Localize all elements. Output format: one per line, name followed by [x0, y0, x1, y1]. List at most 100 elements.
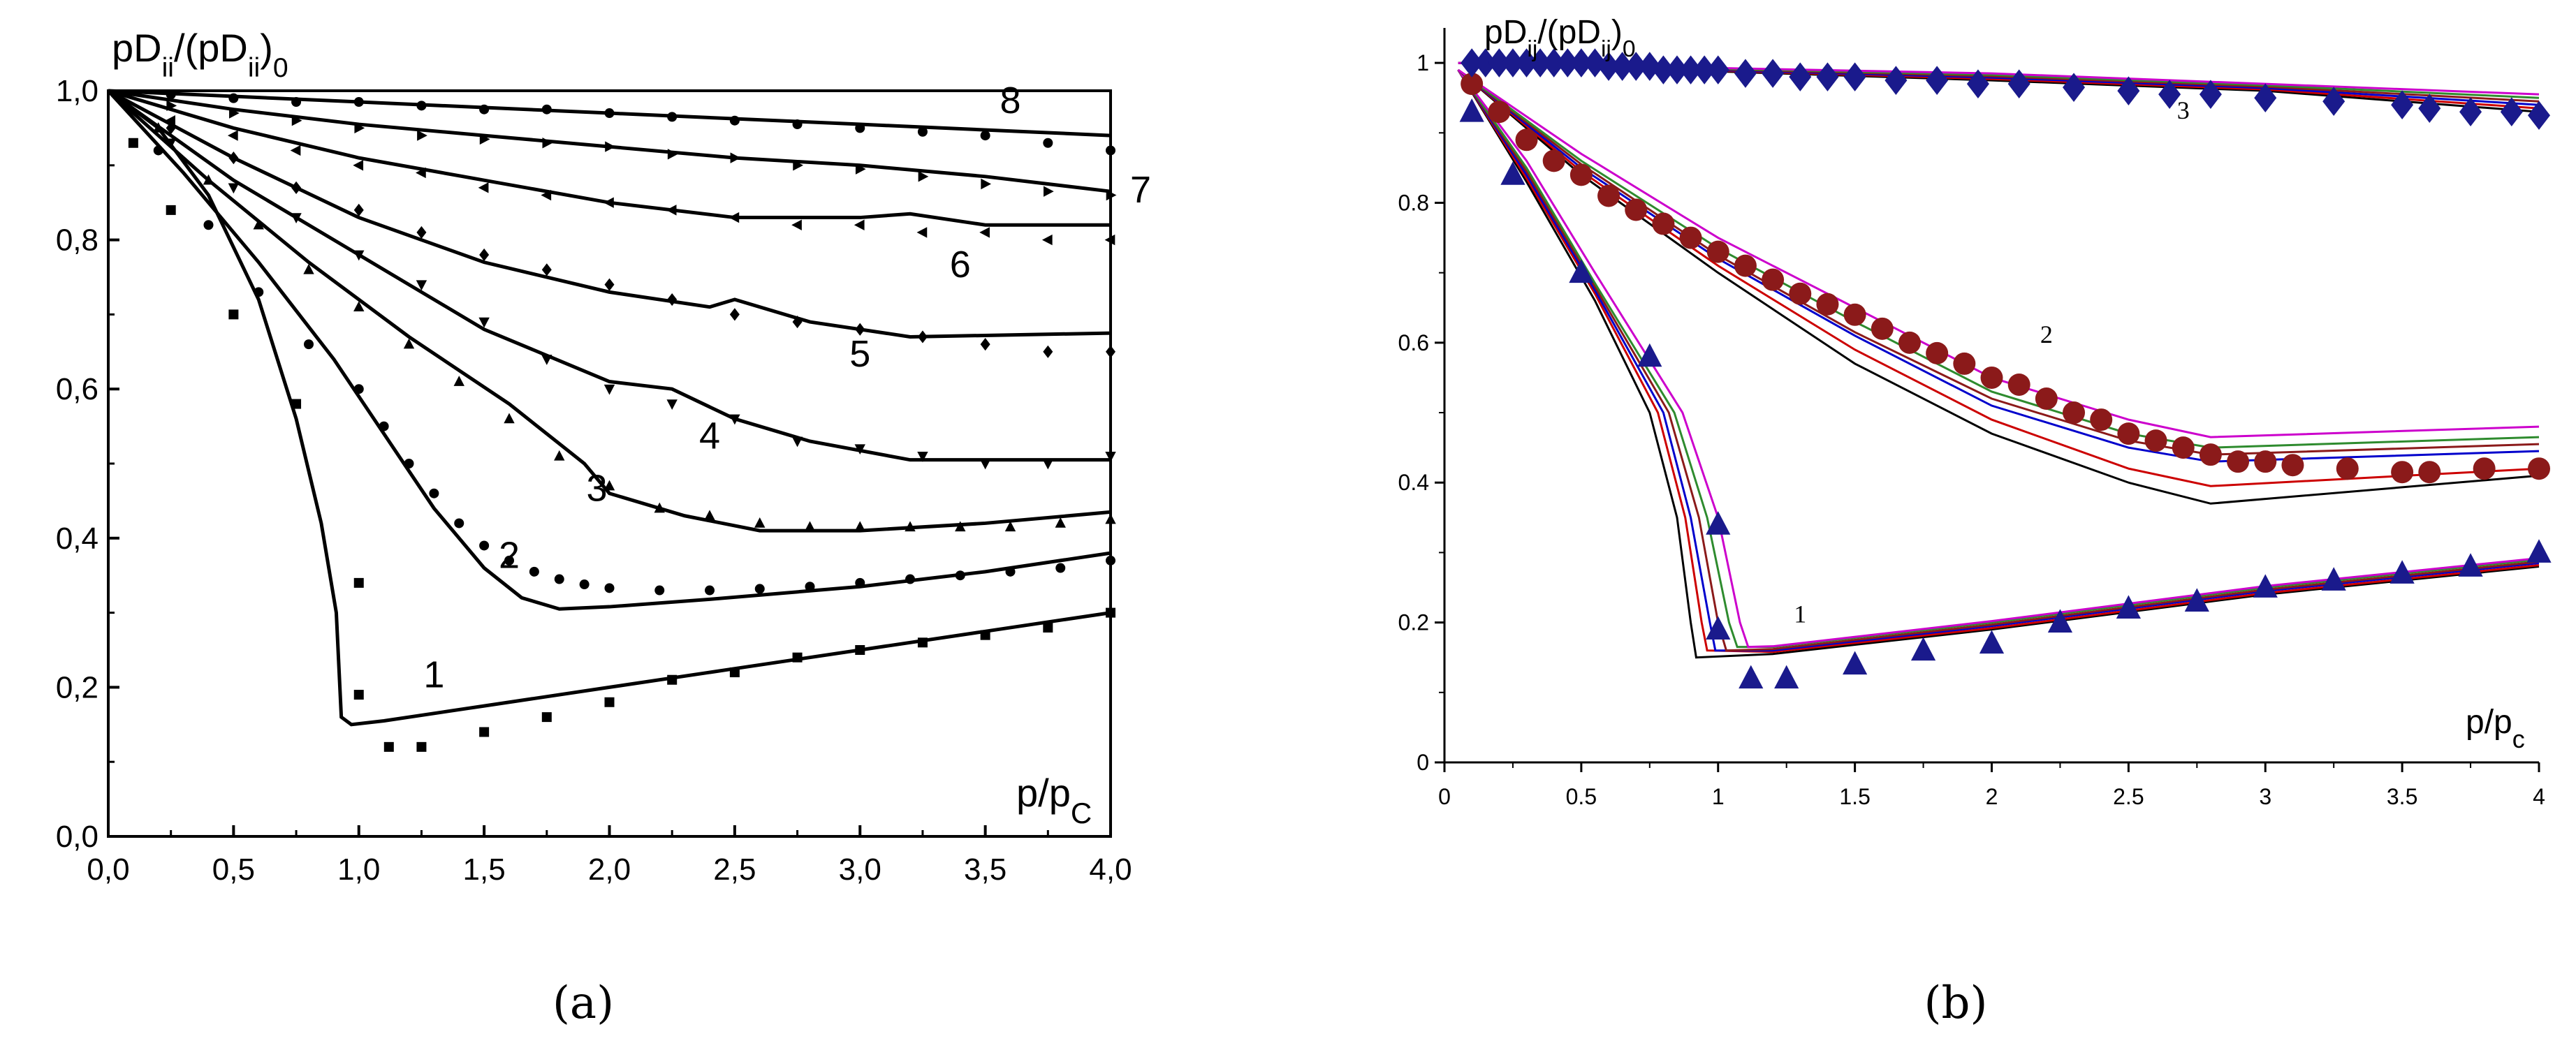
- group-2-point: [2063, 401, 2086, 424]
- panel-b-caption: (b): [1924, 977, 1988, 1029]
- series-3-point: [504, 413, 515, 424]
- series-5-point: [479, 248, 490, 262]
- group-2-point: [2227, 450, 2250, 473]
- group-3-point: [1474, 48, 1497, 77]
- series-5-point: [917, 330, 928, 343]
- series-1-point: [166, 205, 176, 215]
- group-1-point: [1706, 511, 1731, 535]
- group-1-point: [1739, 665, 1764, 689]
- group-2-point: [2336, 457, 2359, 480]
- y-tick-label: 0,0: [56, 820, 98, 854]
- x-tick-label: 2,0: [588, 852, 631, 887]
- group-1-line: [1457, 69, 2540, 649]
- panel-a-markers: [128, 89, 1117, 752]
- series-2-point: [304, 339, 314, 350]
- group-3-point: [2500, 97, 2523, 127]
- series-3-point: [353, 301, 365, 312]
- group-3-point: [2254, 83, 2277, 112]
- group-2-point: [2007, 373, 2030, 396]
- group-1-point: [1459, 98, 1484, 122]
- group-3-point: [1625, 52, 1648, 81]
- group-3-point: [2322, 87, 2346, 116]
- series-7-point: [166, 100, 177, 112]
- panel-b-x-axis-label: p/pc: [2466, 704, 2525, 753]
- series-8-point: [479, 104, 490, 114]
- series-1-line: [107, 89, 1111, 727]
- curve-label-2: 2: [499, 535, 520, 577]
- x-tick-label: 0,0: [87, 852, 129, 887]
- series-2-point: [254, 287, 264, 297]
- group-2-point: [2418, 461, 2441, 484]
- series-6-point: [165, 115, 175, 126]
- group-3-point: [2063, 73, 2086, 102]
- group-3-point: [1488, 48, 1511, 77]
- group-2-point: [2473, 457, 2496, 480]
- group-2-point: [1569, 163, 1593, 186]
- group-2-point: [2090, 408, 2113, 431]
- group-1-point: [2390, 560, 2415, 584]
- x-tick-label: 3: [2259, 784, 2271, 809]
- series-4-point: [228, 183, 240, 194]
- series-6-point: [227, 130, 238, 141]
- group-2-point: [2199, 443, 2222, 466]
- series-2-point: [429, 488, 439, 498]
- series-2-point: [579, 579, 590, 590]
- series-3-point: [253, 219, 264, 230]
- series-3-line: [107, 89, 1111, 533]
- curve-label-8: 8: [1000, 80, 1020, 121]
- group-3-point: [1706, 55, 1729, 84]
- series-6-point: [729, 212, 740, 223]
- x-tick-label: 0,5: [212, 852, 255, 887]
- curve-label-5: 5: [849, 333, 870, 375]
- series-5-point: [855, 323, 865, 336]
- x-tick-label: 1,0: [337, 852, 380, 887]
- x-tick-label: 2,5: [713, 852, 756, 887]
- series-8-point: [1043, 138, 1053, 148]
- group-2-point: [1597, 184, 1620, 207]
- series-8-point: [604, 108, 615, 119]
- series-2-point: [754, 584, 765, 594]
- series-2-point: [554, 574, 564, 584]
- group-1-point: [1637, 343, 1662, 367]
- group-2-point: [2144, 429, 2167, 452]
- series-4-point: [603, 384, 615, 395]
- series-2-point: [153, 145, 163, 156]
- y-tick-label: 0.6: [1398, 330, 1429, 355]
- y-tick-label: 0,2: [56, 670, 98, 704]
- series-1-point: [729, 667, 740, 678]
- series-8-point: [291, 97, 302, 108]
- series-7-point: [981, 178, 992, 190]
- series-4-point: [416, 280, 427, 291]
- series-8-point: [917, 126, 928, 137]
- series-3-point: [905, 521, 916, 532]
- series-4-point: [165, 138, 177, 149]
- group-1-point: [1706, 616, 1731, 640]
- group-3-point: [1843, 62, 1866, 91]
- series-2-point: [705, 585, 715, 596]
- group-2-line: [1457, 68, 2540, 438]
- panel-b-curves: [1457, 61, 2540, 659]
- x-tick-label: 3,0: [839, 852, 881, 887]
- panel-a-chart: 0,0 0,5 1,0 1,5 2,0 2,5 3,0 3,5 4,0 0,0 0,2 0,4 0,6 0…: [56, 26, 1151, 887]
- panel-a-caption: (a): [552, 977, 615, 1029]
- series-4-point: [979, 459, 991, 470]
- group-2-point: [2391, 461, 2414, 484]
- series-8-point: [980, 131, 990, 141]
- series-7-point: [1044, 186, 1054, 197]
- y-tick-label: 0.4: [1398, 470, 1429, 495]
- series-5-point: [1043, 345, 1053, 358]
- series-1-point: [228, 309, 239, 320]
- series-5-point: [667, 293, 678, 306]
- series-1-point: [353, 577, 364, 588]
- group-2-point: [1625, 198, 1648, 221]
- series-7-point: [354, 122, 365, 134]
- group-1-point: [2047, 609, 2073, 633]
- series-3-point: [453, 376, 464, 386]
- group-2-point: [1734, 254, 1757, 277]
- group-3-point: [2117, 76, 2140, 105]
- group-3-point: [2418, 94, 2441, 124]
- panel-b-curve-labels: 1 2 3: [1794, 96, 2189, 628]
- series-1-point: [980, 630, 990, 640]
- group-3-point: [1556, 48, 1579, 77]
- series-3-point: [554, 450, 565, 461]
